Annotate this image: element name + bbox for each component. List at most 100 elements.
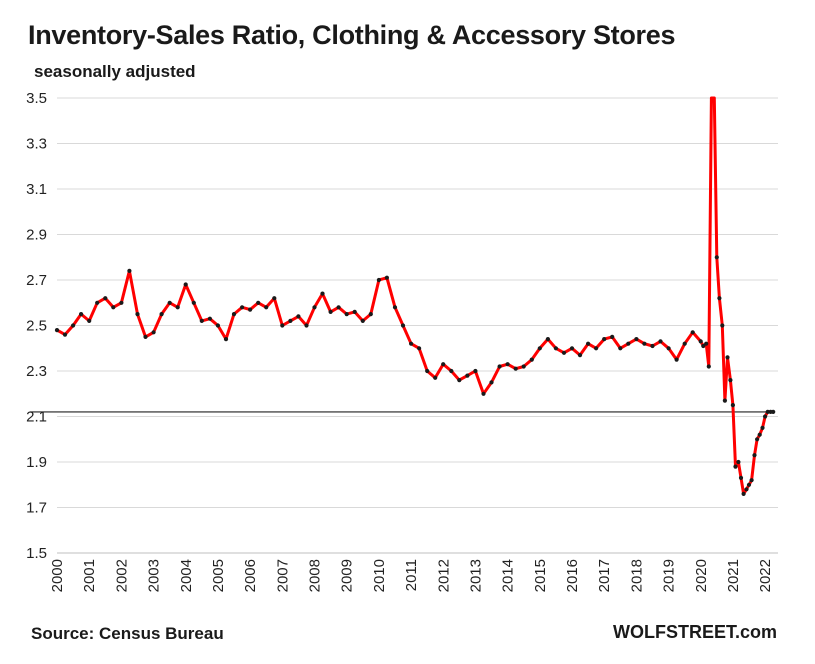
data-point bbox=[352, 309, 357, 314]
data-point bbox=[95, 300, 100, 305]
y-tick-label: 1.7 bbox=[26, 500, 47, 517]
brand-logo-text: WOLFSTREET.com bbox=[612, 622, 777, 642]
data-point bbox=[191, 300, 196, 305]
data-point bbox=[717, 296, 722, 301]
data-point bbox=[752, 453, 757, 458]
data-point bbox=[741, 491, 746, 496]
x-tick-label: 2003 bbox=[146, 559, 163, 592]
data-point bbox=[264, 305, 269, 310]
x-tick-label: 2013 bbox=[467, 559, 484, 592]
source-note: Source: Census Bureau bbox=[31, 624, 224, 643]
data-point bbox=[545, 337, 551, 342]
y-tick-label: 2.7 bbox=[26, 272, 47, 289]
data-point bbox=[320, 291, 325, 296]
data-point-markers bbox=[54, 255, 776, 496]
data-point bbox=[728, 378, 733, 383]
data-point bbox=[111, 305, 116, 310]
y-tick-label: 1.9 bbox=[26, 454, 47, 471]
data-point bbox=[771, 409, 776, 414]
data-point bbox=[175, 305, 180, 310]
data-point bbox=[749, 478, 754, 483]
data-point bbox=[690, 330, 695, 335]
data-point bbox=[626, 341, 631, 346]
y-axis-labels: 1.5 1.7 1.9 2.1 2.3 2.5 2.7 2.9 3.1 3.3 3.5 bbox=[26, 90, 47, 562]
data-point bbox=[658, 339, 663, 344]
data-point bbox=[722, 398, 728, 403]
x-tick-label: 2020 bbox=[693, 559, 710, 592]
y-tick-label: 2.1 bbox=[26, 409, 47, 426]
data-point bbox=[54, 328, 60, 333]
data-point bbox=[417, 346, 422, 351]
data-point bbox=[248, 307, 253, 312]
x-tick-label: 2021 bbox=[725, 559, 742, 592]
data-point bbox=[634, 337, 639, 342]
x-axis-labels: 2000 2001 2002 2003 2004 2005 2006 2007 2008 2009… bbox=[49, 559, 774, 592]
data-point bbox=[736, 459, 741, 465]
data-point bbox=[384, 275, 389, 280]
x-tick-label: 2011 bbox=[403, 559, 420, 591]
data-point bbox=[183, 282, 188, 287]
data-point bbox=[135, 312, 140, 317]
x-tick-label: 2008 bbox=[307, 559, 324, 592]
y-tick-label: 3.5 bbox=[26, 90, 47, 107]
data-point bbox=[666, 346, 671, 351]
data-point bbox=[368, 312, 373, 317]
data-point bbox=[433, 375, 438, 380]
data-point bbox=[392, 305, 398, 310]
data-point bbox=[62, 332, 68, 337]
data-point bbox=[513, 366, 518, 371]
data-point bbox=[714, 255, 719, 260]
data-point bbox=[746, 482, 752, 487]
data-point bbox=[650, 343, 655, 349]
x-tick-label: 2005 bbox=[210, 559, 227, 592]
data-point bbox=[103, 296, 108, 301]
data-point bbox=[304, 323, 309, 328]
data-point bbox=[441, 362, 446, 367]
data-point bbox=[682, 341, 687, 346]
y-tick-label: 1.5 bbox=[26, 545, 47, 562]
x-tick-label: 2009 bbox=[339, 559, 356, 592]
data-point bbox=[207, 316, 212, 321]
x-tick-label: 2006 bbox=[242, 559, 259, 592]
data-point bbox=[505, 362, 510, 367]
data-point bbox=[733, 464, 738, 469]
x-tick-label: 2010 bbox=[371, 559, 388, 592]
x-tick-label: 2015 bbox=[532, 559, 549, 592]
x-tick-label: 2016 bbox=[564, 559, 581, 592]
data-point bbox=[725, 355, 730, 360]
x-tick-label: 2018 bbox=[628, 559, 645, 592]
x-tick-label: 2014 bbox=[500, 559, 517, 592]
data-point bbox=[231, 312, 237, 317]
x-tick-label: 2022 bbox=[757, 559, 774, 592]
data-point bbox=[701, 343, 706, 349]
data-point bbox=[553, 346, 559, 351]
data-point bbox=[765, 409, 770, 414]
data-point bbox=[312, 305, 317, 310]
data-point bbox=[698, 339, 703, 344]
x-tick-label: 2012 bbox=[435, 559, 452, 592]
data-point bbox=[223, 337, 229, 342]
data-point bbox=[730, 403, 736, 408]
data-point bbox=[473, 368, 478, 374]
data-point bbox=[618, 346, 623, 351]
data-point bbox=[577, 353, 583, 358]
data-point bbox=[215, 323, 220, 328]
data-point bbox=[674, 357, 679, 362]
x-tick-label: 2004 bbox=[178, 559, 195, 592]
data-point bbox=[586, 341, 591, 346]
data-point bbox=[537, 346, 542, 351]
x-tick-label: 2002 bbox=[113, 559, 130, 592]
data-point bbox=[594, 346, 599, 351]
x-tick-label: 2019 bbox=[661, 559, 678, 592]
data-point bbox=[376, 277, 381, 283]
data-point bbox=[280, 323, 285, 328]
chart-subtitle: seasonally adjusted bbox=[34, 62, 196, 81]
data-point bbox=[79, 312, 84, 317]
series-line bbox=[56, 96, 774, 496]
y-tick-label: 2.3 bbox=[26, 363, 47, 380]
data-point bbox=[199, 318, 204, 323]
data-point bbox=[610, 334, 615, 339]
data-point bbox=[151, 330, 156, 335]
data-point bbox=[336, 305, 341, 310]
